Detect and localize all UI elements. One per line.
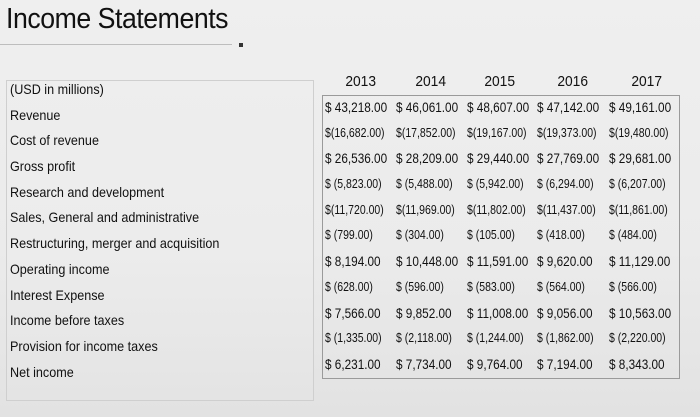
table-cell: $ 11,129.00 (609, 253, 671, 270)
table-cell: $ 46,061.00 (396, 99, 459, 115)
title-divider (0, 44, 232, 45)
year-header-2014: 2014 (415, 73, 447, 90)
row-label-income-before-taxes: Income before taxes (10, 312, 125, 329)
year-header-2013: 2013 (345, 73, 377, 90)
row-label-net-income: Net income (10, 363, 74, 380)
table-cell: $(11,969.00) (396, 202, 455, 217)
page-title: Income Statements (6, 3, 229, 35)
table-cell: $ 9,852.00 (396, 304, 452, 321)
table-cell: $ (799.00) (325, 228, 373, 243)
table-cell: $ 6,231.00 (325, 355, 381, 372)
table-cell: $ (6,207.00) (609, 177, 666, 192)
unit-label: (USD in millions) (10, 81, 104, 97)
table-cell: $ (418.00) (537, 228, 585, 243)
table-cell: $ 9,764.00 (467, 355, 523, 372)
table-row-provision-for-income-taxes: $ (1,335.00) $ (2,118.00) $ (1,244.00) $ (1… (322, 326, 680, 352)
row-label-interest-expense: Interest Expense (10, 286, 105, 303)
table-cell: $ (5,488.00) (396, 177, 453, 192)
table-cell: $ (484.00) (609, 228, 657, 243)
table-cell: $ 8,194.00 (325, 253, 381, 270)
table-row-net-income: $ 6,231.00 $ 7,734.00 $ 9,764.00 $ 7,194.00… (322, 352, 680, 378)
table-cell: $ (304.00) (396, 228, 444, 243)
table-cell: $ (1,244.00) (467, 331, 524, 346)
table-cell: $ 7,566.00 (325, 304, 381, 321)
table-cell: $ 9,056.00 (537, 304, 593, 321)
table-cell: $ 29,681.00 (609, 150, 672, 167)
table-cell: $ (583.00) (467, 279, 515, 294)
row-label-research-and-development: Research and development (10, 183, 165, 200)
table-cell: $ 10,448.00 (396, 253, 459, 270)
table-cell: $(11,861.00) (609, 202, 668, 217)
table-row-interest-expense: $ (628.00) $ (596.00) $ (583.00) $ (564.00)… (322, 275, 680, 301)
table-cell: $ 11,591.00 (467, 253, 529, 270)
row-label-cost-of-revenue: Cost of revenue (10, 132, 99, 149)
table-cell: $(11,437.00) (537, 202, 596, 217)
table-cell: $ (6,294.00) (537, 177, 594, 192)
table-row-restructuring: $ (799.00) $ (304.00) $ (105.00) $ (418.00)… (322, 223, 680, 249)
row-label-sga: Sales, General and administrative (10, 209, 200, 226)
table-cell: $(17,852.00) (396, 125, 456, 140)
table-cell: $(11,720.00) (325, 202, 384, 217)
year-header-2017: 2017 (631, 73, 663, 90)
row-label-provision-for-income-taxes: Provision for income taxes (10, 337, 158, 354)
table-row-revenue: $ 43,218.00 $ 46,061.00 $ 48,607.00 $ 47,14… (322, 95, 680, 121)
row-label-gross-profit: Gross profit (10, 158, 76, 175)
table-cell: $(19,373.00) (537, 125, 597, 140)
table-cell: $ (2,220.00) (609, 331, 666, 346)
table-row-sga: $(11,720.00) $(11,969.00) $(11,802.00) $(11… (322, 198, 680, 224)
table-cell: $ 47,142.00 (537, 99, 600, 115)
table-cell: $ (5,823.00) (325, 177, 382, 192)
table-cell: $ 48,607.00 (467, 99, 530, 115)
table-cell: $ 28,209.00 (396, 150, 459, 167)
table-cell: $ (596.00) (396, 279, 444, 294)
table-cell: $ 29,440.00 (467, 150, 530, 167)
table-row-operating-income: $ 8,194.00 $ 10,448.00 $ 11,591.00 $ 9,620.… (322, 249, 680, 275)
values-table: $ 43,218.00 $ 46,061.00 $ 48,607.00 $ 47,14… (322, 95, 680, 378)
table-cell: $(11,802.00) (467, 202, 526, 217)
row-label-restructuring: Restructuring, merger and acquisition (10, 235, 220, 252)
table-cell: $ (2,118.00) (396, 331, 452, 346)
table-cell: $ 11,008.00 (467, 304, 529, 321)
row-labels-box (6, 80, 314, 401)
table-row-gross-profit: $ 26,536.00 $ 28,209.00 $ 29,440.00 $ 27,76… (322, 146, 680, 172)
table-cell: $ (1,862.00) (537, 331, 594, 346)
table-cell: $(16,682.00) (325, 125, 385, 140)
table-cell: $ 7,734.00 (396, 355, 452, 372)
table-cell: $ (105.00) (467, 228, 515, 243)
values-grid-border (322, 95, 680, 379)
table-row-income-before-taxes: $ 7,566.00 $ 9,852.00 $ 11,008.00 $ 9,056.0… (322, 301, 680, 327)
year-header-2016: 2016 (557, 73, 589, 90)
table-row-cost-of-revenue: $(16,682.00) $(17,852.00) $(19,167.00) $(19… (322, 121, 680, 147)
table-cell: $ 9,620.00 (537, 253, 593, 270)
table-cell: $ (1,335.00) (325, 331, 382, 346)
table-cell: $ (564.00) (537, 279, 585, 294)
row-label-operating-income: Operating income (10, 260, 110, 277)
table-cell: $(19,480.00) (609, 125, 669, 140)
row-label-revenue: Revenue (10, 106, 61, 123)
year-header-2015: 2015 (484, 73, 516, 90)
table-cell: $ 10,563.00 (609, 304, 672, 321)
cursor-marker (239, 43, 243, 47)
row-labels: (USD in millions) Revenue Cost of revenu… (10, 77, 310, 385)
table-cell: $ 49,161.00 (609, 99, 672, 115)
table-cell: $ (628.00) (325, 279, 373, 294)
table-cell: $ 26,536.00 (325, 150, 388, 167)
table-cell: $ 43,218.00 (325, 99, 388, 115)
table-cell: $ 8,343.00 (609, 355, 665, 372)
table-cell: $ (566.00) (609, 279, 657, 294)
table-cell: $ 7,194.00 (537, 355, 593, 372)
table-cell: $ 27,769.00 (537, 150, 600, 167)
table-cell: $ (5,942.00) (467, 177, 524, 192)
year-header-row: 2013 2014 2015 2016 2017 (320, 71, 680, 93)
table-row-research-and-development: $ (5,823.00) $ (5,488.00) $ (5,942.00) $ (6… (322, 172, 680, 198)
table-cell: $(19,167.00) (467, 125, 527, 140)
